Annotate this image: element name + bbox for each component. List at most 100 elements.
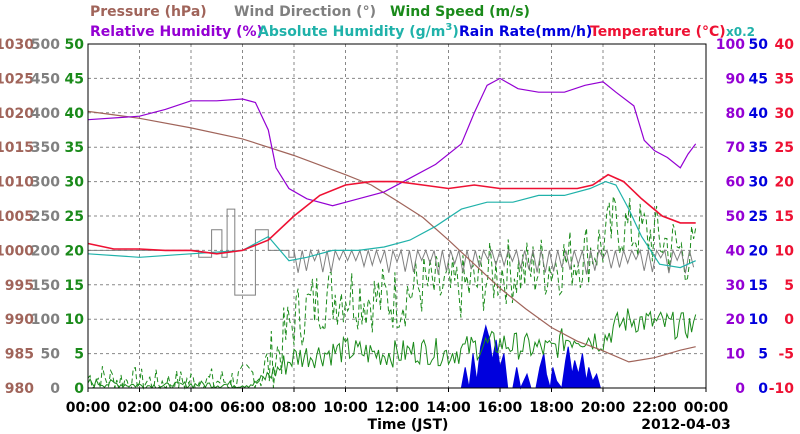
y-tick-label-wind-dir: 400: [31, 106, 60, 122]
y-tick-label-pressure: 1020: [0, 106, 34, 122]
legend-wind-direction: Wind Direction (°): [234, 4, 376, 20]
y-tick-label-temp: 10: [775, 243, 795, 259]
y-tick-label-rain: 30: [749, 175, 769, 191]
date-label: 2012-04-03: [641, 417, 731, 433]
y-tick-label-temp: 30: [775, 106, 795, 122]
chart-series: [87, 77, 697, 390]
x-axis-label: Time (JST): [368, 417, 449, 433]
x-tick-label: 02:00: [117, 400, 162, 416]
y-tick-label-wind-speed: 45: [65, 71, 84, 87]
y-tick-label-rain: 40: [749, 106, 769, 122]
y-tick-label-temp: 5: [784, 278, 794, 294]
y-tick-label-wind-speed: 35: [65, 140, 84, 156]
y-tick-label-rain: 10: [749, 312, 769, 328]
y-tick-label-pressure: 985: [5, 347, 34, 363]
y-tick-label-rel-hum: 100: [716, 37, 745, 53]
series-temperature: [87, 173, 696, 255]
series-wind-speed: [87, 308, 697, 390]
y-tick-label-wind-speed: 5: [74, 347, 84, 363]
x-tick-label: 04:00: [169, 400, 214, 416]
series-relative-humidity: [87, 77, 697, 207]
legend-rain-rate: Rain Rate(mm/h): [459, 24, 592, 40]
chart-axes: 1030102510201015101010051000995990985980…: [0, 37, 794, 416]
y-tick-label-rain: 15: [749, 278, 768, 294]
y-tick-label-rel-hum: 60: [726, 175, 746, 191]
series-wind-speed-gust: [87, 196, 697, 390]
chart-legend: Pressure (hPa) Wind Direction (°) Wind S…: [90, 4, 755, 40]
y-tick-label-rel-hum: 20: [726, 312, 746, 328]
y-tick-label-rel-hum: 80: [726, 106, 746, 122]
x-tick-label: 10:00: [323, 400, 368, 416]
y-tick-label-rel-hum: 90: [726, 71, 746, 87]
y-tick-label-wind-dir: 450: [31, 71, 60, 87]
x-tick-label: 12:00: [375, 400, 420, 416]
y-tick-label-rain: 5: [758, 347, 768, 363]
x-tick-label: 08:00: [272, 400, 317, 416]
y-tick-label-rel-hum: 30: [726, 278, 746, 294]
legend-pressure: Pressure (hPa): [90, 4, 207, 20]
series-wind-direction: [88, 208, 695, 296]
y-tick-label-temp: 20: [775, 175, 795, 191]
y-tick-label-wind-dir: 350: [31, 140, 60, 156]
y-tick-label-wind-speed: 30: [65, 175, 85, 191]
y-tick-label-rain: 20: [749, 243, 769, 259]
y-tick-label-rel-hum: 40: [726, 243, 746, 259]
series-pressure: [87, 110, 696, 363]
y-tick-label-rain: 0: [758, 381, 768, 397]
y-tick-label-pressure: 1010: [0, 175, 34, 191]
x-tick-label: 06:00: [220, 400, 265, 416]
series-absolute-humidity: [87, 180, 696, 269]
legend-temperature: Temperature (°C): [590, 24, 726, 40]
y-tick-label-pressure: 1030: [0, 37, 34, 53]
y-tick-label-wind-dir: 250: [31, 209, 60, 225]
legend-absolute-humidity-sup: 3: [445, 22, 452, 33]
y-tick-label-pressure: 1015: [0, 140, 34, 156]
legend-relative-humidity: Relative Humidity (%): [90, 24, 263, 40]
x-tick-label: 14:00: [426, 400, 471, 416]
y-tick-label-temp: 35: [775, 71, 794, 87]
y-tick-label-wind-dir: 500: [31, 37, 60, 53]
y-tick-label-wind-speed: 0: [74, 381, 84, 397]
y-tick-label-wind-speed: 15: [65, 278, 84, 294]
y-tick-label-rain: 35: [749, 140, 768, 156]
y-tick-label-pressure: 990: [5, 312, 34, 328]
series-rain-rate: [460, 324, 602, 390]
legend-absolute-humidity: Absolute Humidity (g/m3): [258, 22, 459, 40]
x-tick-label: 22:00: [632, 400, 677, 416]
x-tick-label: 00:00: [684, 400, 729, 416]
y-tick-label-pressure: 980: [5, 381, 34, 397]
y-tick-label-rel-hum: 50: [726, 209, 746, 225]
rain-scale-note: x0.2: [726, 25, 755, 39]
y-tick-label-wind-dir: 100: [31, 312, 60, 328]
y-tick-label-wind-dir: 50: [41, 347, 61, 363]
legend-wind-speed: Wind Speed (m/s): [390, 4, 530, 20]
y-tick-label-temp: 15: [775, 209, 794, 225]
y-tick-label-wind-dir: 150: [31, 278, 60, 294]
y-tick-label-rel-hum: 0: [735, 381, 745, 397]
y-tick-label-wind-speed: 10: [65, 312, 85, 328]
y-tick-label-rain: 50: [749, 37, 769, 53]
y-tick-label-rain: 25: [749, 209, 768, 225]
x-tick-label: 20:00: [581, 400, 626, 416]
x-tick-label: 00:00: [66, 400, 111, 416]
legend-absolute-humidity-end: ): [452, 24, 458, 40]
y-tick-label-wind-dir: 300: [31, 175, 60, 191]
chart-grid: [88, 44, 706, 388]
y-tick-label-rel-hum: 70: [726, 140, 746, 156]
y-tick-label-wind-speed: 25: [65, 209, 84, 225]
y-tick-label-rel-hum: 10: [726, 347, 746, 363]
y-tick-label-pressure: 1025: [0, 71, 34, 87]
y-tick-label-temp: 0: [784, 312, 794, 328]
y-tick-label-wind-dir: 200: [31, 243, 60, 259]
y-tick-label-temp: 40: [775, 37, 795, 53]
y-tick-label-pressure: 995: [5, 278, 34, 294]
y-tick-label-wind-speed: 20: [65, 243, 85, 259]
x-tick-label: 16:00: [478, 400, 523, 416]
y-tick-label-temp: -10: [769, 381, 795, 397]
y-tick-label-temp: 25: [775, 140, 794, 156]
y-tick-label-wind-speed: 50: [65, 37, 85, 53]
x-tick-label: 18:00: [529, 400, 574, 416]
